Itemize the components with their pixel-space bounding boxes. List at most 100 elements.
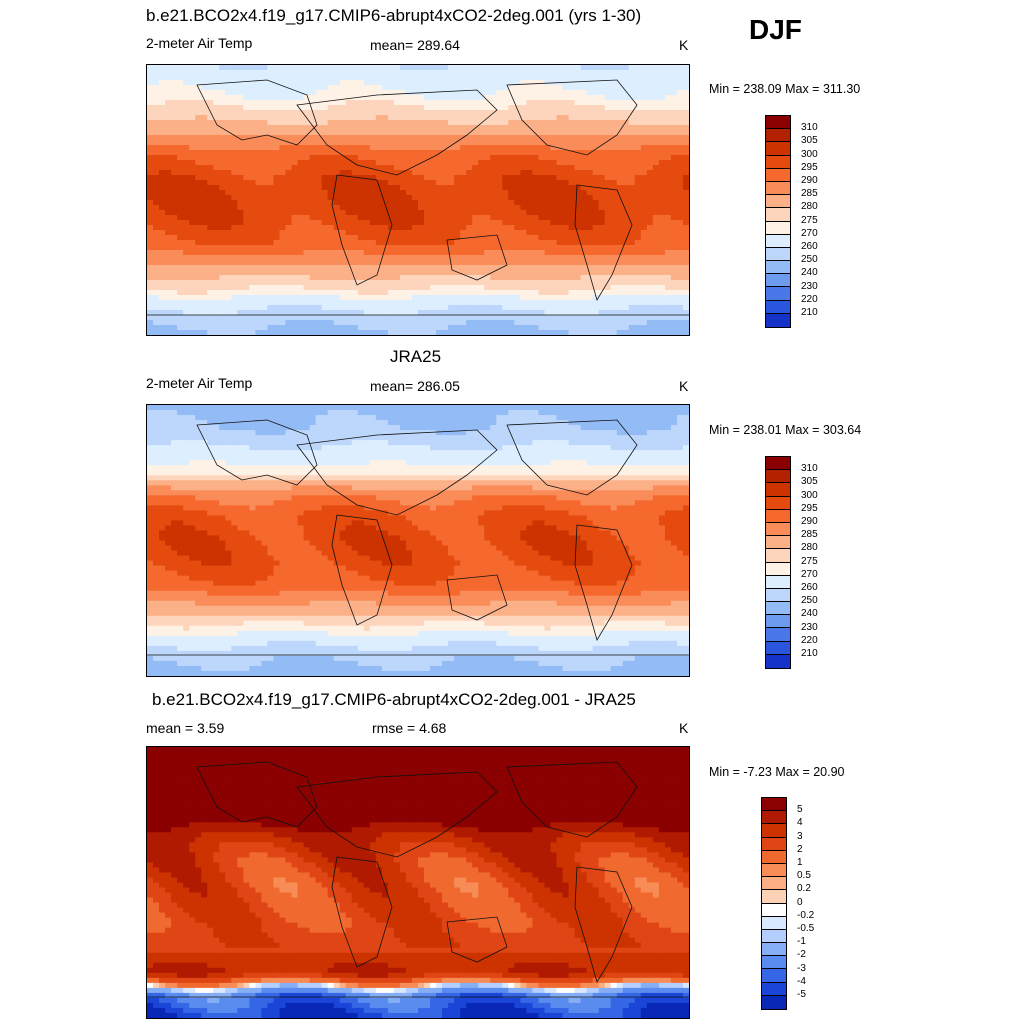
map-cell [375,260,383,266]
map-cell [424,405,431,411]
map-cell [357,250,365,256]
map-cell [682,80,689,86]
map-cell [291,145,299,151]
map-cell [147,135,154,141]
map-cell [255,405,263,411]
map-cell [267,260,275,266]
map-cell [207,140,214,146]
map-cell [411,95,419,101]
map-cell [496,285,503,291]
map-cell [405,125,413,131]
map-cell [255,225,263,231]
map-cell [520,325,527,331]
map-cell [532,175,540,181]
map-cell [622,170,630,176]
map-cell [147,245,154,251]
map-cell [363,75,371,81]
map-cell [153,250,160,256]
map-cell [333,155,341,161]
map-cell [490,250,497,256]
map-cell [616,105,624,111]
map-cell [327,215,335,221]
map-cell [381,295,389,301]
map-cell [640,155,648,161]
map-cell [676,270,684,276]
map-cell [436,170,443,176]
map-cell [357,140,365,146]
map-cell [538,405,546,411]
map-cell [243,100,250,106]
map-cell [448,95,455,101]
map-cell [610,205,618,211]
map-cell [610,325,618,331]
map-cell [357,90,365,96]
map-cell [195,120,202,126]
map-cell [640,145,648,151]
map-cell [297,110,305,116]
map-cell [568,130,576,136]
map-cell [670,175,678,181]
map-cell [375,90,383,96]
map-cell [532,80,540,86]
map-cell [544,195,552,201]
map-cell [574,405,582,411]
map-cell [237,225,244,231]
map-cell [267,280,275,286]
map-cell [381,280,389,286]
map-cell [171,65,178,71]
map-cell [387,115,395,121]
map-cell [676,170,684,176]
map-cell [333,150,341,156]
map-cell [381,225,389,231]
map-cell [454,205,461,211]
map-cell [580,80,588,86]
map-cell [177,180,184,186]
map-cell [628,285,636,291]
map-cell [339,135,347,141]
map-cell [556,280,564,286]
map-cell [598,405,606,411]
map-cell [628,165,636,171]
map-cell [616,230,624,236]
map-cell [363,160,371,166]
map-cell [267,180,275,186]
map-cell [622,175,630,181]
map-cell [460,320,467,326]
map-cell [315,195,323,201]
map-cell [466,265,473,271]
map-cell [285,100,293,106]
map-cell [640,265,648,271]
map-cell [628,225,636,231]
map-cell [646,210,654,216]
map-cell [616,95,624,101]
map-cell [676,110,684,116]
map-cell [183,325,190,331]
map-cell [183,130,190,136]
map-cell [616,120,624,126]
map-cell [243,280,250,286]
map-cell [592,260,600,266]
map-cell [460,70,467,76]
map-cell [339,240,347,246]
map-cell [249,205,256,211]
map-cell [357,190,365,196]
map-cell [628,330,636,335]
map-cell [556,240,564,246]
map-cell [646,265,654,271]
map-cell [460,205,467,211]
map-cell [502,145,509,151]
map-cell [454,140,461,146]
map-cell [345,100,353,106]
map-cell [261,150,269,156]
map-cell [556,180,564,186]
map-cell [490,95,497,101]
map-cell [484,205,491,211]
map-cell [213,185,220,191]
map-cell [381,255,389,261]
map-cell [225,315,232,321]
map-cell [472,225,479,231]
map-cell [339,65,347,71]
map-cell [544,315,552,321]
map-cell [243,210,250,216]
map-cell [291,65,299,71]
